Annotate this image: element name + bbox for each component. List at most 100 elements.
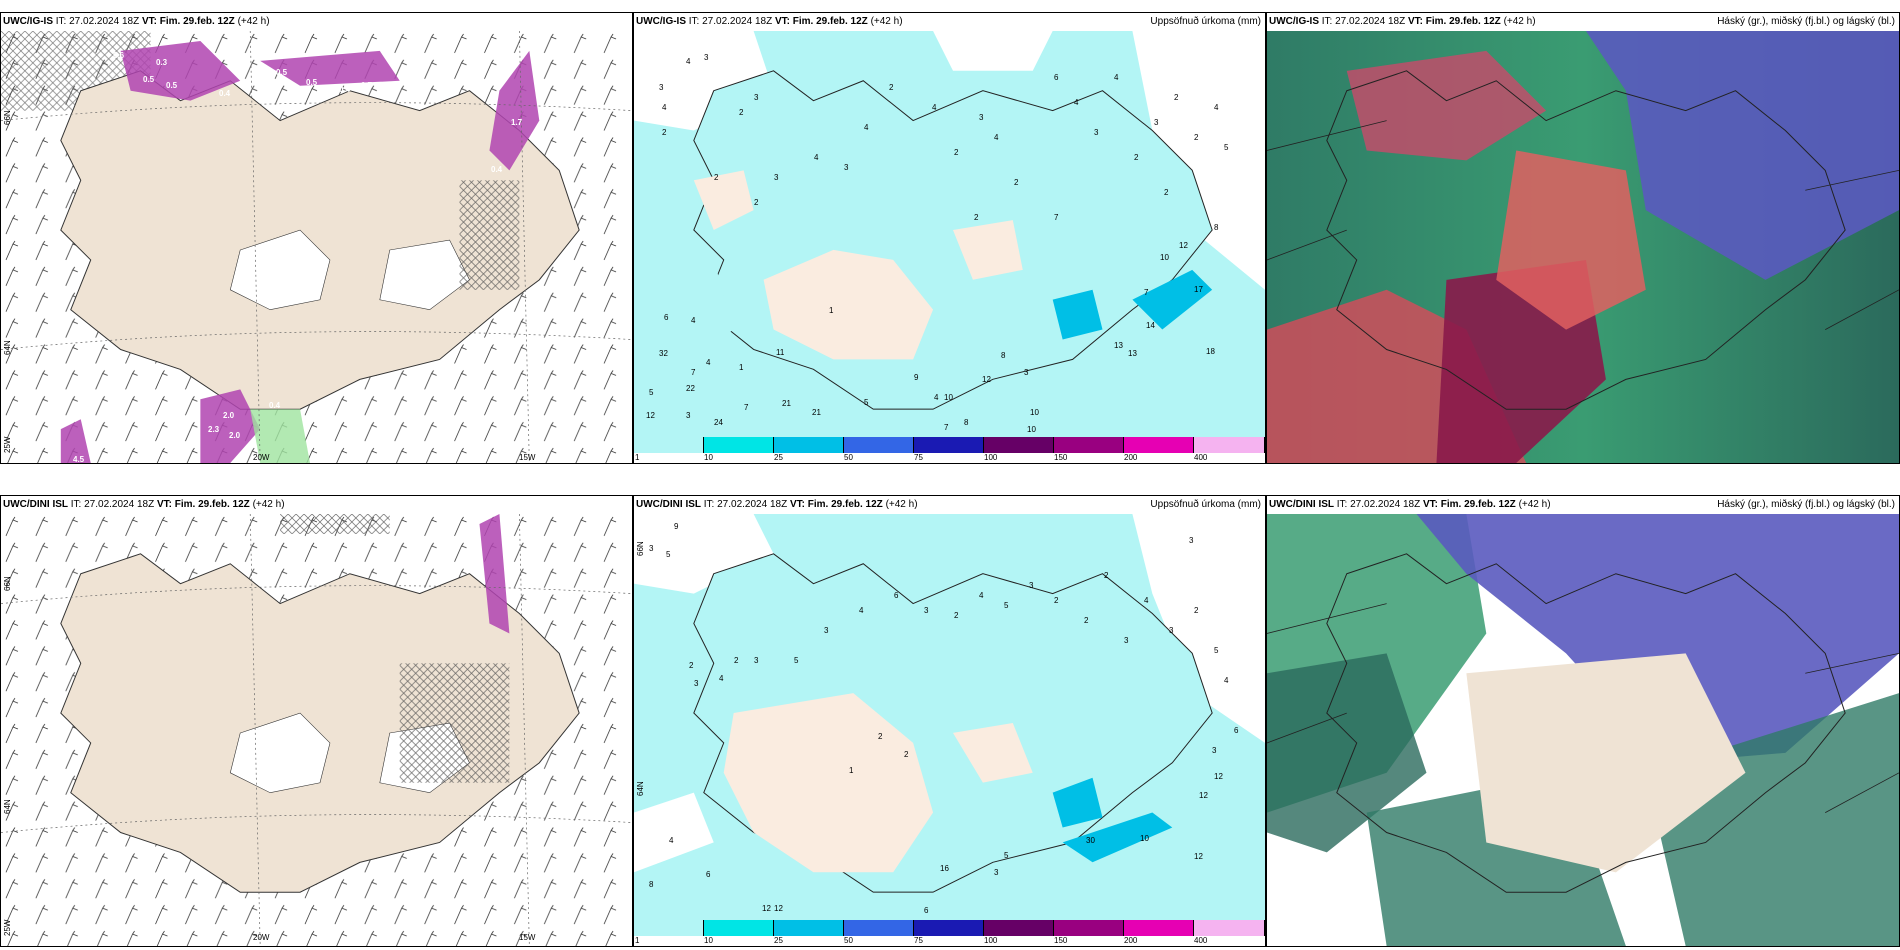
precip-value: 2 [904, 750, 909, 759]
precip-value: 4 [669, 836, 674, 845]
map-area [1, 514, 632, 946]
precip-value: 5 [1214, 646, 1219, 655]
precip-value: 4 [1074, 98, 1079, 107]
precip-value: 2 [1104, 571, 1109, 580]
map-area [1, 31, 632, 463]
valid-time: Fim. 29.feb. 12Z [1440, 499, 1516, 510]
precip-value: 24 [714, 418, 723, 427]
colorbar-tick: 200 [1124, 936, 1138, 945]
lon-label-25: 25W [3, 436, 12, 453]
colorbar-swatch [984, 920, 1054, 936]
precip-value: 2 [714, 173, 719, 182]
precip-value: 2 [878, 732, 883, 741]
colorbar-swatch [1124, 920, 1194, 936]
map-svg [1267, 31, 1899, 463]
it-label: IT: [1336, 499, 1348, 510]
panel-title: Háský (gr.), miðský (fj.bl.) og lágský (… [1717, 16, 1895, 27]
colorbar-swatch [774, 920, 844, 936]
precip-value: 2 [662, 128, 667, 137]
panel-wind-dini: UWC/DINI ISL IT: 27.02.2024 18Z VT: Fim.… [0, 495, 633, 947]
precip-value: 10 [944, 393, 953, 402]
lat-label-64: 64N [3, 340, 12, 355]
colorbar-tick: 75 [914, 936, 923, 945]
colorbar-swatch [1054, 437, 1124, 453]
precip-value: 8 [649, 880, 654, 889]
precip-value: 3 [1124, 636, 1129, 645]
precip-value: 2 [1014, 178, 1019, 187]
precip-value: 2 [1134, 153, 1139, 162]
colorbar-tick: 50 [844, 936, 853, 945]
precip-value: 9 [674, 522, 679, 531]
lead-time: (+42 h) [252, 499, 285, 510]
lat-label-66: 66N [636, 541, 645, 556]
precip-value: 7 [944, 423, 949, 432]
vt-label: VT: [141, 16, 157, 27]
model-source: UWC/IG-IS [1269, 16, 1319, 27]
precip-value: 4 [1114, 73, 1119, 82]
colorbar: 1 10 25 50 75 100 150 200 400 [634, 920, 1265, 946]
colorbar-tick: 150 [1054, 453, 1068, 462]
precip-value: 3 [979, 113, 984, 122]
precip-value: 3 [1169, 626, 1174, 635]
lat-label-64: 64N [636, 781, 645, 796]
precip-value: 5 [666, 550, 671, 559]
panel-precip-ig-is: UWC/IG-IS IT: 27.02.2024 18Z VT: Fim. 29… [633, 12, 1266, 464]
precip-value: 12 [1179, 241, 1188, 250]
precip-value: 3 [659, 83, 664, 92]
precip-value: 8 [1001, 351, 1006, 360]
lead-time: (+42 h) [1518, 499, 1551, 510]
precip-value: 3 [774, 173, 779, 182]
precip-value: 12 [1199, 791, 1208, 800]
precip-value: 2 [1174, 93, 1179, 102]
precip-value: 14 [1146, 321, 1155, 330]
panel-title: Uppsöfnuð úrkoma (mm) [1150, 16, 1261, 27]
lat-label-66: 66N [3, 576, 12, 591]
precip-value: 3 [1189, 536, 1194, 545]
colorbar: 1 10 25 50 75 100 150 200 400 [634, 437, 1265, 463]
colorbar-swatch [704, 920, 774, 936]
colorbar-swatch [1194, 437, 1265, 453]
precip-value: 2 [954, 148, 959, 157]
precip-value: 4 [719, 674, 724, 683]
panel-title: Uppsöfnuð úrkoma (mm) [1150, 499, 1261, 510]
precip-value: 4 [934, 393, 939, 402]
it-label: IT: [703, 499, 715, 510]
precip-value: 1 [829, 306, 834, 315]
snow-label: 0.5 [143, 75, 155, 84]
panel-header: UWC/DINI ISL IT: 27.02.2024 18Z VT: Fim.… [1269, 498, 1897, 512]
precip-value: 1 [739, 363, 744, 372]
lon-label-20: 20W [253, 453, 270, 462]
precip-value: 13 [1114, 341, 1123, 350]
snow-label: 0.6 [113, 51, 125, 60]
panel-title: Háský (gr.), miðský (fj.bl.) og lágský (… [1717, 499, 1895, 510]
precip-value: 4 [691, 316, 696, 325]
map-svg [634, 514, 1265, 920]
snow-label: 0.5 [166, 81, 178, 90]
precip-value: 7 [1144, 288, 1149, 297]
it-label: IT: [55, 16, 67, 27]
precip-value: 2 [954, 611, 959, 620]
colorbar-tick: 150 [1054, 936, 1068, 945]
vt-label: VT: [1407, 16, 1423, 27]
precip-value: 16 [940, 864, 949, 873]
precip-value: 3 [844, 163, 849, 172]
map-area [1267, 31, 1899, 463]
precip-value: 4 [706, 358, 711, 367]
precip-value: 7 [691, 368, 696, 377]
precip-value: 3 [1154, 118, 1159, 127]
precip-value: 21 [812, 408, 821, 417]
model-source: UWC/IG-IS [636, 16, 686, 27]
snow-label: 1.7 [511, 118, 523, 127]
snow-label: 0.5 [276, 68, 288, 77]
snow-label: 0.7 [361, 81, 373, 90]
precip-value: 32 [659, 349, 668, 358]
map-area [1267, 514, 1899, 946]
lat-label-64: 64N [3, 799, 12, 814]
colorbar-tick: 400 [1194, 453, 1208, 462]
precip-value: 3 [994, 868, 999, 877]
precip-value: 3 [704, 53, 709, 62]
panel-header: UWC/DINI ISL IT: 27.02.2024 18Z VT: Fim.… [636, 498, 1263, 512]
it-label: IT: [688, 16, 700, 27]
precip-value: 6 [924, 906, 929, 915]
precip-value: 3 [686, 411, 691, 420]
